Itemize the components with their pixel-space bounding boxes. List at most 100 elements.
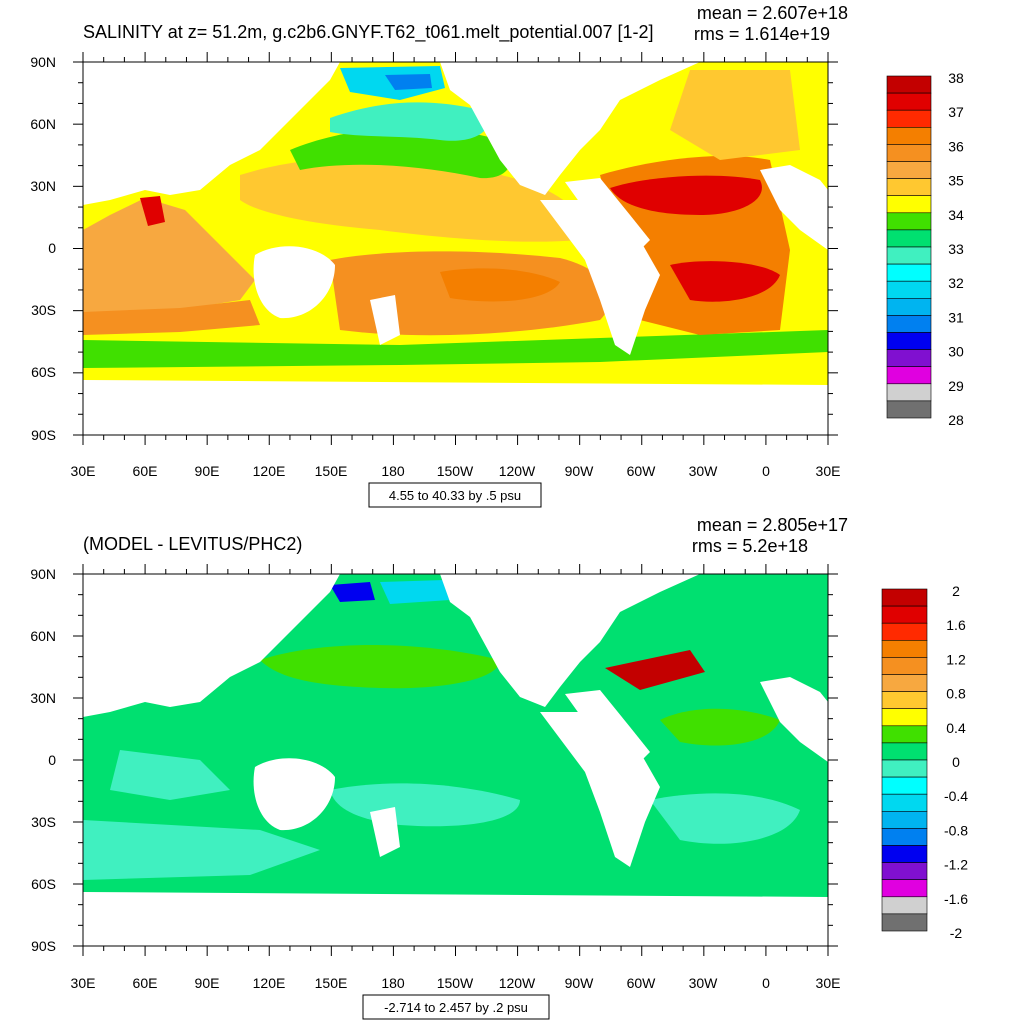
- bottom-arctic-blue: [330, 582, 375, 602]
- colorbar-swatch: [881, 793, 928, 812]
- bottom-lat-label: 30N: [30, 690, 56, 706]
- colorbar-swatch: [886, 315, 932, 333]
- colorbar-swatch: [881, 605, 928, 624]
- top-lon-label: 30W: [689, 463, 719, 479]
- colorbar-label: 38: [948, 70, 964, 86]
- colorbar-swatch: [881, 622, 928, 641]
- top-indian-orange: [83, 198, 255, 320]
- colorbar-swatch: [881, 725, 928, 744]
- top-lat-label: 30S: [31, 302, 56, 318]
- colorbar-swatch: [886, 280, 932, 299]
- colorbar-swatch: [881, 742, 928, 761]
- bottom-range-box: [362, 994, 550, 1020]
- bottom-labrador-anomaly: [605, 650, 705, 690]
- colorbar-swatch: [886, 383, 932, 402]
- colorbar-swatch: [886, 332, 932, 350]
- colorbar-swatch: [881, 845, 928, 863]
- top-lat-label: 90S: [31, 427, 56, 443]
- colorbar-swatch: [886, 349, 932, 368]
- bottom-green-patch-atl: [660, 708, 780, 746]
- bottom-cyan-patch-atlantic: [650, 793, 800, 844]
- colorbar-swatch: [886, 400, 932, 419]
- bottom-panel-title: (MODEL - LEVITUS/PHC2): [83, 534, 302, 554]
- top-lon-label: 60W: [627, 463, 657, 479]
- bottom-lon-label: 90W: [565, 975, 595, 991]
- colorbar-swatch: [886, 229, 932, 248]
- bottom-lon-label: 120E: [253, 975, 286, 991]
- colorbar-label: 1.6: [946, 617, 966, 633]
- colorbar-swatch: [881, 708, 928, 727]
- bottom-lon-label: 30E: [816, 975, 841, 991]
- top-lon-label: 30E: [816, 463, 841, 479]
- colorbar-swatch: [886, 109, 932, 128]
- bottom-colorbar: 2 1.6 1.2 0.8 0.4 0 -0.4 -0.8 -1.2 -1.6 -2: [881, 583, 968, 941]
- top-lon-label: 120W: [499, 463, 536, 479]
- bottom-lon-label: 180: [381, 975, 405, 991]
- bottom-lon-label: 30W: [689, 975, 719, 991]
- colorbar-label: 1.2: [946, 651, 966, 667]
- colorbar-label: 31: [948, 309, 964, 325]
- colorbar-label: 28: [948, 412, 964, 428]
- colorbar-swatch: [886, 92, 932, 111]
- colorbar-label: 34: [948, 207, 964, 223]
- bottom-lon-label: 0: [762, 975, 770, 991]
- bottom-lon-labels: 30E 60E 90E 120E 150E 180 150W 120W 90W …: [71, 975, 841, 991]
- top-arabian-red: [140, 196, 165, 226]
- bottom-lon-label: 150E: [315, 975, 348, 991]
- colorbar-swatch: [886, 75, 932, 94]
- top-lon-label: 150W: [437, 463, 474, 479]
- top-map-plot: [83, 62, 828, 435]
- colorbar-label: 2: [952, 583, 960, 599]
- colorbar-swatch: [886, 297, 932, 316]
- bottom-cyan-patch-southern: [83, 820, 320, 880]
- bottom-cyan-patch-indian: [110, 750, 230, 800]
- colorbar-swatch: [881, 639, 928, 658]
- colorbar-swatch: [881, 674, 928, 692]
- top-north-atlantic-red: [610, 175, 762, 215]
- top-indian-south-band: [83, 300, 260, 335]
- colorbar-swatch: [886, 161, 932, 179]
- colorbar-swatch: [881, 759, 928, 778]
- colorbar-swatch: [881, 896, 928, 915]
- colorbar-swatch: [881, 657, 928, 675]
- top-lat-label: 0: [48, 240, 56, 256]
- colorbar-label: 35: [948, 173, 964, 189]
- bottom-lon-label: 150W: [437, 975, 474, 991]
- top-land: [83, 62, 828, 435]
- top-lon-label: 0: [762, 463, 770, 479]
- top-lon-label: 120E: [253, 463, 286, 479]
- top-panel-rms: rms = 1.614e+19: [694, 24, 830, 44]
- colorbar-swatch: [881, 588, 928, 607]
- top-colorbar: 38 37 36 35 34 33 32 31 30 29 28: [886, 70, 964, 428]
- colorbar-label: 30: [948, 344, 964, 360]
- top-lon-label: 60E: [133, 463, 158, 479]
- bottom-lon-label: 90E: [195, 975, 220, 991]
- top-lat-labels: 90N 60N 30N 0 30S 60S 90S: [30, 54, 56, 443]
- colorbar-label: 0.4: [946, 720, 966, 736]
- colorbar-swatch: [886, 212, 932, 231]
- bottom-lat-label: 30S: [31, 814, 56, 830]
- colorbar-swatch: [881, 776, 928, 795]
- colorbar-swatch: [881, 879, 928, 898]
- bottom-lon-label: 60W: [627, 975, 657, 991]
- top-range-note: 4.55 to 40.33 by .5 psu: [389, 488, 521, 503]
- bottom-lat-labels: 90N 60N 30N 0 30S 60S 90S: [30, 566, 56, 954]
- bottom-green-patch-npac: [260, 645, 500, 689]
- top-panel: SALINITY at z= 51.2m, g.c2b6.GNYF.T62_t0…: [30, 3, 964, 508]
- colorbar-label: -2: [950, 925, 963, 941]
- bottom-lat-label: 60N: [30, 628, 56, 644]
- top-lon-label: 150E: [315, 463, 348, 479]
- top-lon-label: 90W: [565, 463, 595, 479]
- top-lat-label: 60S: [31, 364, 56, 380]
- top-lon-label: 90E: [195, 463, 220, 479]
- bottom-arctic-cyan: [380, 580, 450, 604]
- colorbar-swatch: [886, 127, 932, 145]
- bottom-lat-label: 60S: [31, 876, 56, 892]
- colorbar-swatch: [881, 913, 928, 932]
- top-arctic-blue: [385, 74, 432, 90]
- colorbar-label: -0.4: [944, 788, 968, 804]
- bottom-lon-label: 120W: [499, 975, 536, 991]
- colorbar-label: 36: [948, 138, 964, 154]
- top-ticks: [73, 52, 838, 445]
